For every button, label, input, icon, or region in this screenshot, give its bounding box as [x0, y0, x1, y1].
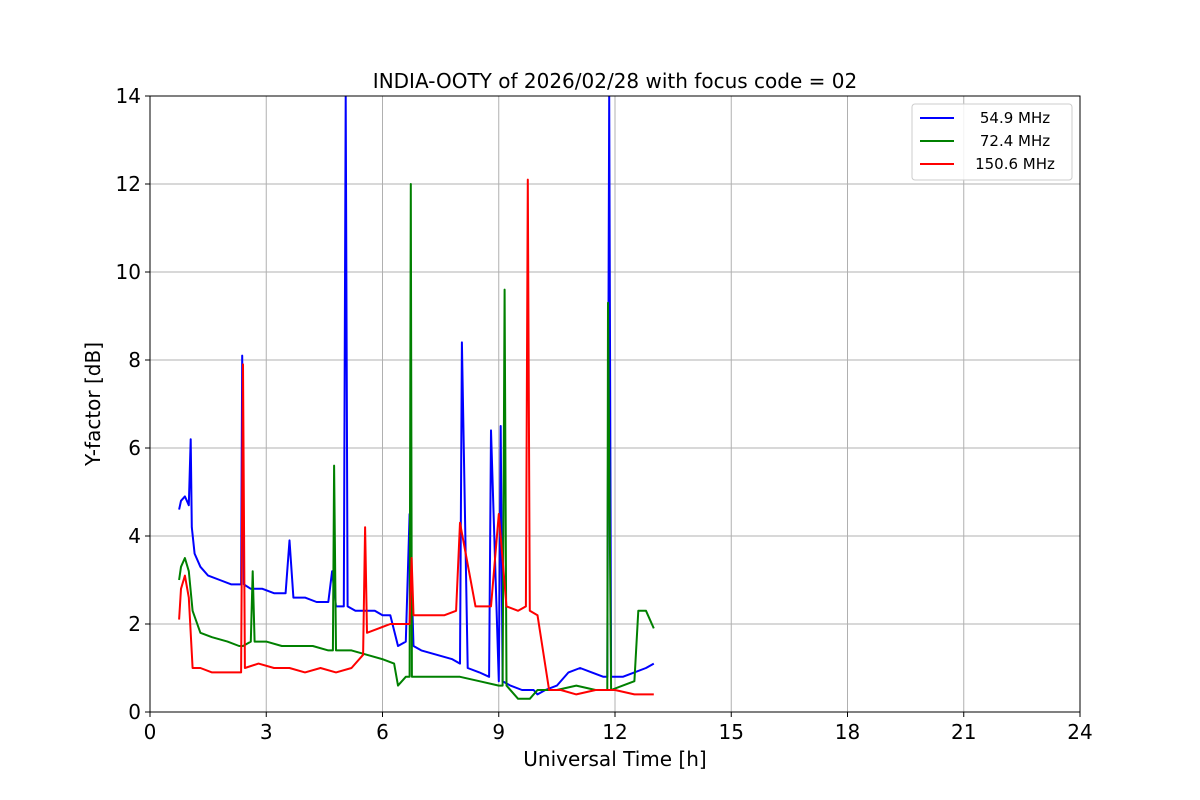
y-tick-label: 4: [128, 524, 141, 548]
y-tick-label: 6: [128, 436, 141, 460]
x-tick-label: 24: [1067, 720, 1092, 744]
legend-label: 72.4 MHz: [980, 132, 1050, 150]
legend-label: 54.9 MHz: [980, 109, 1050, 127]
y-tick-label: 2: [128, 612, 141, 636]
y-tick-label: 10: [116, 260, 141, 284]
x-axis-label: Universal Time [h]: [523, 747, 706, 771]
x-axis: 0 3 6 9 12 15 18 21 24: [144, 712, 1093, 744]
legend-box: [911, 103, 1073, 181]
x-tick-label: 15: [719, 720, 744, 744]
y-axis-label: Y-factor [dB]: [81, 342, 105, 467]
legend-label: 150.6 MHz: [975, 155, 1055, 173]
series-line: [178, 178, 654, 696]
y-tick-label: 8: [128, 348, 141, 372]
legend: 54.9 MHz 72.4 MHz 150.6 MHz: [911, 103, 1073, 181]
x-tick-label: 6: [376, 720, 389, 744]
y-tick-label: 14: [116, 84, 141, 108]
x-tick-label: 9: [492, 720, 505, 744]
series-layer: [178, 96, 655, 700]
x-tick-label: 21: [951, 720, 976, 744]
series-line: [178, 96, 655, 696]
x-tick-label: 3: [260, 720, 273, 744]
y-axis: 0 2 4 6 8 10 12 14: [116, 84, 150, 724]
y-tick-label: 0: [128, 700, 141, 724]
y-tick-label: 12: [116, 172, 141, 196]
chart-title: INDIA-OOTY of 2026/02/28 with focus code…: [373, 69, 857, 93]
x-tick-label: 0: [144, 720, 157, 744]
x-tick-label: 12: [602, 720, 627, 744]
x-tick-label: 18: [835, 720, 860, 744]
